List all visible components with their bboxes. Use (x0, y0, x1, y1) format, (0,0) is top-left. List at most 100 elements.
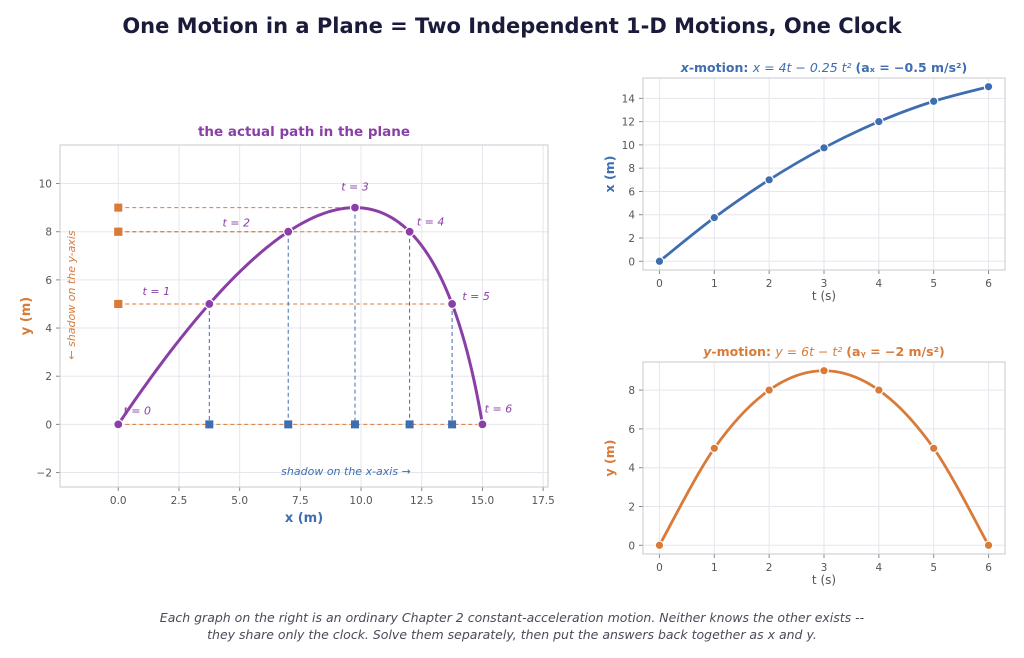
x-shadow-marker (405, 420, 414, 429)
y-tick-label: 4 (628, 463, 635, 475)
y-shadow-annotation: ← shadow on the y-axis (65, 230, 78, 360)
data-point (983, 540, 994, 551)
title-equation: y = 6t − t² (774, 344, 846, 359)
x-tick-label: 2.5 (171, 495, 188, 507)
time-label: t = 1 (143, 285, 171, 298)
time-label: t = 2 (222, 217, 250, 230)
figure-caption: Each graph on the right is an ordinary C… (0, 609, 1024, 643)
x-axis-label: x (m) (285, 511, 323, 526)
y-tick-label: 8 (45, 227, 52, 239)
data-point (709, 443, 720, 454)
time-label: t = 3 (341, 181, 369, 194)
data-point (764, 175, 774, 185)
title-equation: x = 4t − 0.25 t² (752, 60, 856, 75)
x-tick-label: 1 (711, 562, 718, 574)
y-tick-label: 2 (45, 371, 52, 383)
data-point (874, 385, 884, 395)
x-tick-label: 6 (985, 562, 992, 574)
data-point (654, 540, 665, 551)
x-tick-label: 10.0 (349, 495, 372, 507)
y-tick-label: 6 (45, 275, 52, 287)
x-shadow-marker (448, 420, 457, 429)
y-motion-chart: 0 1 2 3 4 5 6 0 2 4 6 8 y-motion: y = 6t − t² (aᵧ = … (602, 344, 1006, 587)
y-tick-label: 8 (628, 385, 635, 397)
y-tick-label: 2 (628, 501, 635, 513)
y-tick-label: 10 (622, 140, 635, 152)
data-point (819, 143, 829, 153)
title-name: -motion: (689, 60, 753, 75)
data-point (654, 256, 665, 267)
x-tick-label: 15.0 (471, 495, 494, 507)
x-tick-label: 7.5 (292, 495, 309, 507)
time-label: t = 6 (485, 402, 513, 415)
time-axis-label: t (s) (812, 289, 836, 303)
data-point (709, 212, 720, 223)
title-acceleration: (aᵧ = −2 m/s²) (846, 344, 944, 359)
time-label: t = 4 (417, 216, 445, 229)
y-shadow-marker (114, 227, 123, 236)
x-tick-label: 12.5 (410, 495, 433, 507)
motion-chart-title: y-motion: y = 6t − t² (aᵧ = −2 m/s²) (703, 344, 944, 359)
x-tick-label: 17.5 (531, 495, 554, 507)
x-tick-label: 3 (821, 278, 828, 290)
y-tick-label: 0 (628, 256, 635, 268)
plot-frame (59, 144, 549, 488)
x-tick-label: 0.0 (110, 495, 127, 507)
plot-frame (642, 77, 1006, 271)
x-tick-label: 2 (766, 562, 773, 574)
trajectory-point (477, 419, 488, 430)
path-chart: 0.0 2.5 5.0 7.5 10.0 12.5 15.0 17.5 −2 0 2 4 6 8 10 the… (19, 124, 555, 526)
x-tick-label: 5 (930, 278, 937, 290)
trajectory-point (113, 419, 124, 430)
time-axis-label: t (s) (812, 573, 836, 587)
trajectory-point (283, 226, 294, 237)
plot-area (60, 145, 548, 487)
data-point (983, 81, 994, 92)
x-shadow-marker (284, 420, 293, 429)
trajectory-point (204, 298, 215, 310)
trajectory-point (349, 202, 361, 213)
caption-line-1: Each graph on the right is an ordinary C… (159, 610, 865, 625)
y-tick-label: 6 (628, 186, 635, 198)
x-shadow-marker (350, 420, 359, 429)
motion-chart-title: x-motion: x = 4t − 0.25 t² (aₓ = −0.5 m/… (680, 60, 967, 75)
trajectory-point (404, 226, 415, 237)
value-axis-label: x (m) (602, 156, 617, 193)
y-tick-label: 0 (45, 419, 52, 431)
time-label: t = 0 (124, 404, 152, 417)
x-tick-label: 4 (876, 562, 883, 574)
x-tick-label: 1 (711, 278, 718, 290)
path-chart-title: the actual path in the plane (198, 124, 410, 140)
y-tick-label: 10 (39, 179, 52, 191)
data-point (928, 96, 939, 107)
x-tick-label: 3 (821, 562, 828, 574)
time-label: t = 5 (462, 290, 490, 303)
y-tick-label: 6 (628, 424, 635, 436)
x-tick-label: 5 (930, 562, 937, 574)
x-tick-label: 4 (876, 278, 883, 290)
title-name: -motion: (711, 344, 775, 359)
y-axis-label: y (m) (19, 297, 34, 335)
y-tick-label: 14 (622, 93, 636, 105)
y-tick-label: 0 (628, 540, 635, 552)
page-title: One Motion in a Plane = Two Independent … (122, 14, 902, 38)
plot-frame (642, 361, 1006, 555)
x-tick-label: 0 (656, 562, 663, 574)
trajectory-point (446, 298, 458, 310)
title-variable: x (680, 60, 690, 75)
x-tick-label: 2 (766, 278, 773, 290)
y-shadow-marker (114, 299, 123, 308)
x-tick-label: 0 (656, 278, 663, 290)
title-variable: y (703, 344, 712, 359)
x-shadow-marker (205, 420, 214, 429)
title-acceleration: (aₓ = −0.5 m/s²) (856, 60, 968, 75)
y-tick-label: 2 (628, 233, 635, 245)
data-point (764, 385, 774, 395)
y-tick-label: 4 (45, 323, 52, 335)
data-point (874, 116, 884, 127)
y-tick-label: 4 (628, 210, 635, 222)
y-tick-label: 8 (628, 163, 635, 175)
x-tick-label: 6 (985, 278, 992, 290)
